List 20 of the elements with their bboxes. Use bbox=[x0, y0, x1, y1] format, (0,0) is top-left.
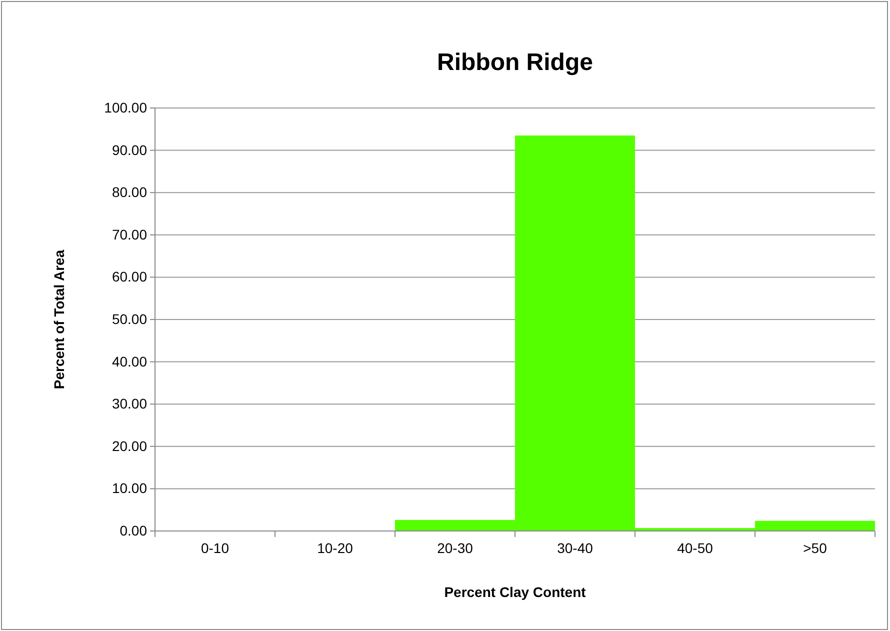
y-tick-label: 30.00 bbox=[112, 396, 148, 412]
y-axis-title: Percent of Total Area bbox=[51, 250, 67, 390]
x-tick-label: 10-20 bbox=[317, 540, 354, 556]
y-tick-label: 40.00 bbox=[112, 353, 148, 370]
y-tick-label: 70.00 bbox=[112, 226, 148, 242]
y-tick-label: 50.00 bbox=[112, 310, 148, 327]
x-tick-label: 30-40 bbox=[557, 540, 594, 556]
y-tick-label: 20.00 bbox=[112, 438, 148, 454]
x-tick-label: 0-10 bbox=[200, 540, 230, 556]
x-tick-label: >50 bbox=[803, 540, 828, 556]
y-tick-label: 80.00 bbox=[112, 184, 148, 200]
y-tick-label: 100.00 bbox=[104, 99, 148, 116]
y-tick-label: 90.00 bbox=[112, 142, 148, 158]
x-tick-label: 20-30 bbox=[437, 540, 474, 556]
x-tick-label: 40-50 bbox=[677, 540, 714, 556]
x-axis-title: Percent Clay Content bbox=[444, 584, 586, 600]
chart-title: Ribbon Ridge bbox=[437, 49, 593, 76]
y-tick-label: 0.00 bbox=[120, 522, 148, 538]
y-tick-label: 60.00 bbox=[112, 268, 148, 285]
y-tick-label: 10.00 bbox=[112, 480, 148, 496]
